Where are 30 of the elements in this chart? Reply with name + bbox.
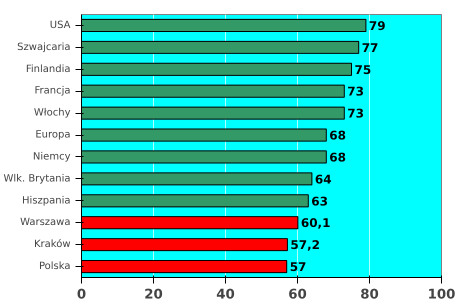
data-label: 57 bbox=[290, 260, 306, 274]
data-label: 73 bbox=[347, 84, 364, 99]
y-tick-label: Polska bbox=[38, 261, 71, 272]
data-label: 75 bbox=[354, 62, 372, 77]
data-label: 60,1 bbox=[300, 216, 330, 230]
y-tick-label: Hiszpania bbox=[22, 195, 71, 206]
data-label: 77 bbox=[362, 40, 378, 55]
x-tick-label: 40 bbox=[216, 288, 235, 301]
data-label: 79 bbox=[368, 18, 386, 33]
y-tick-label: Niemcy bbox=[32, 151, 71, 162]
data-label: 73 bbox=[347, 106, 364, 121]
x-tick-label: 80 bbox=[360, 288, 379, 301]
y-tick-label: Wlk. Brytania bbox=[4, 173, 71, 184]
data-label: 68 bbox=[329, 150, 346, 164]
data-label: 63 bbox=[311, 194, 328, 208]
data-label: 57,2 bbox=[290, 238, 320, 252]
y-tick-label: Europa bbox=[35, 130, 71, 141]
y-tick-label: Finlandia bbox=[26, 64, 70, 75]
x-tick-label: 60 bbox=[288, 288, 307, 301]
y-tick-label: Kraków bbox=[34, 239, 71, 250]
y-tick-label: Włochy bbox=[34, 108, 71, 119]
x-tick-label: 100 bbox=[428, 288, 456, 301]
data-label: 64 bbox=[314, 172, 332, 186]
data-label: 68 bbox=[329, 128, 346, 143]
x-tick-label: 0 bbox=[76, 288, 86, 301]
x-tick-label: 20 bbox=[144, 288, 163, 301]
y-tick-label: Szwajcaria bbox=[17, 42, 71, 53]
y-tick-label: USA bbox=[50, 20, 71, 31]
y-tick-label: Warszawa bbox=[20, 217, 71, 228]
y-tick-label: Francja bbox=[34, 86, 71, 97]
